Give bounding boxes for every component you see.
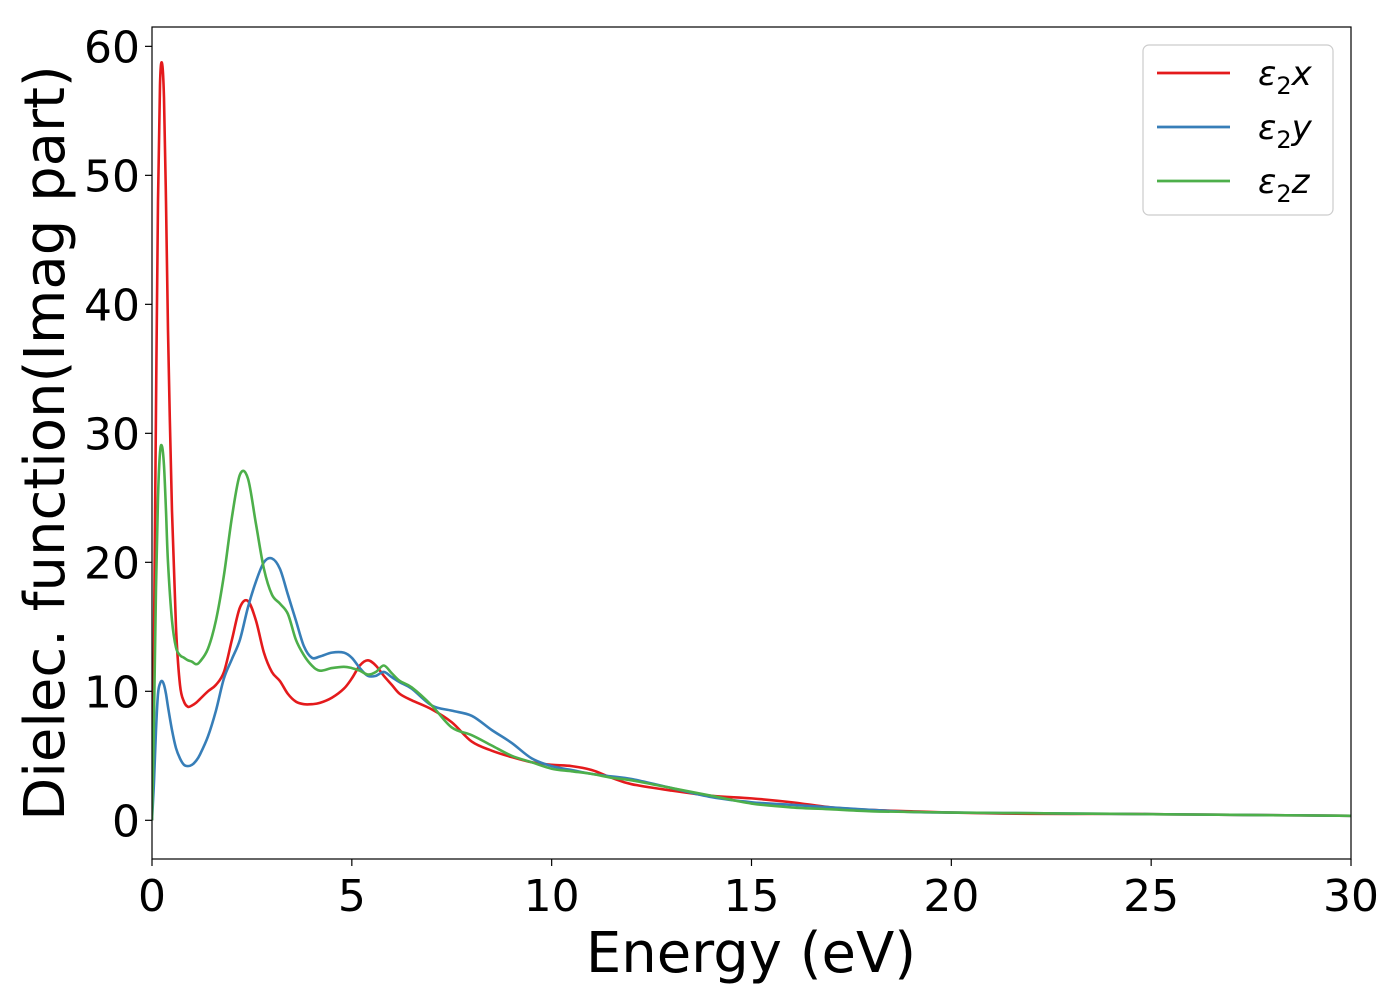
y-tick-label: 50 [84, 151, 140, 202]
y-tick-label: 40 [84, 280, 140, 331]
x-tick-label: 25 [1123, 871, 1179, 922]
series-line-3 [152, 443, 1351, 821]
legend-label: ε2x [1258, 54, 1313, 100]
series-layer [152, 61, 1351, 821]
legend-label: ε2y [1258, 108, 1313, 154]
x-axis-title: Energy (eV) [586, 921, 916, 986]
x-tick-label: 5 [338, 871, 366, 922]
legend-box [1142, 44, 1334, 216]
y-tick-label: 20 [84, 538, 140, 589]
y-tick-label: 0 [112, 796, 140, 847]
y-tick-label: 30 [84, 409, 140, 460]
y-tick-label: 60 [84, 22, 140, 73]
x-tick-label: 15 [724, 871, 780, 922]
y-tick-label: 10 [84, 667, 140, 718]
y-axis-title: Dielec. function(Imag part) [13, 65, 78, 821]
x-tick-label: 0 [138, 871, 166, 922]
legend: ε2x ε2y ε2z [1142, 44, 1334, 216]
legend-label: ε2z [1258, 162, 1311, 208]
x-tick-label: 20 [923, 871, 979, 922]
x-axis-ticks: 0 5 10 15 20 25 30 [138, 859, 1379, 922]
y-axis-ticks: 0 10 20 30 40 50 60 [84, 22, 152, 847]
series-line-2 [152, 556, 1351, 821]
x-tick-label: 30 [1323, 871, 1379, 922]
x-tick-label: 10 [524, 871, 580, 922]
